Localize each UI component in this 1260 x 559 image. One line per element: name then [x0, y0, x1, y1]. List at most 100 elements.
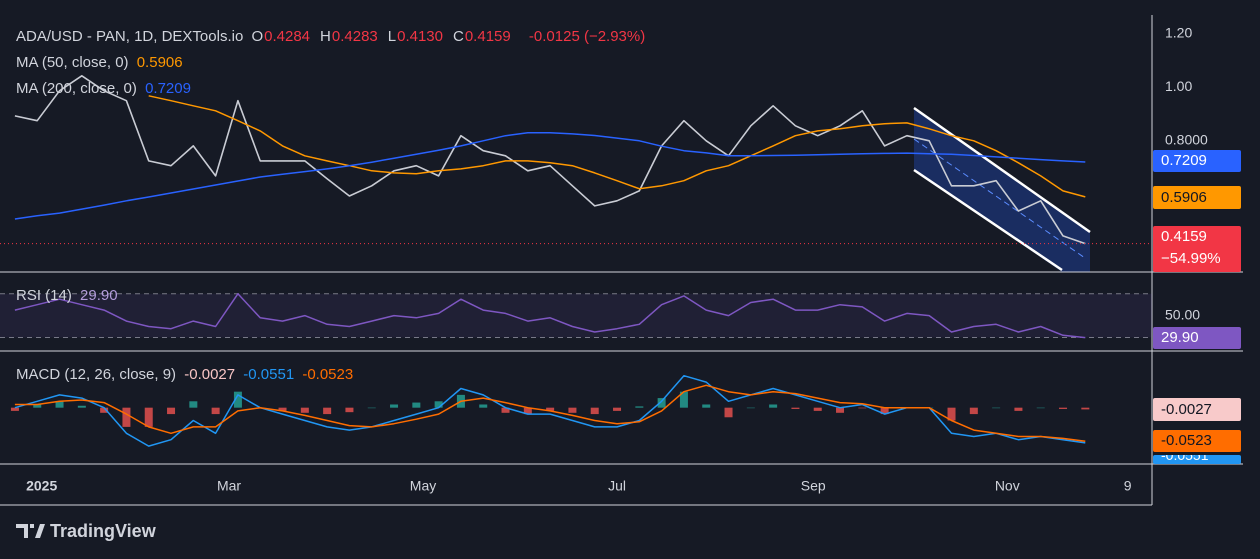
- x-tick-label: Jul: [608, 478, 626, 494]
- price-tag: 0.7209: [1153, 150, 1241, 172]
- legend-value: 0.5906: [136, 54, 183, 71]
- x-tick-label: 2025: [26, 478, 57, 494]
- histogram-bar: [1014, 407, 1023, 411]
- histogram-bar: [769, 404, 778, 408]
- histogram-bar: [568, 407, 577, 413]
- series-line: [14, 75, 1086, 245]
- macd-tag-text: -0.0551: [1161, 455, 1209, 463]
- rsi-tag: 29.90: [1153, 327, 1241, 349]
- histogram-bar: [434, 401, 443, 408]
- channel-top: [913, 106, 1091, 234]
- legend-value: -0.0027: [184, 366, 236, 383]
- x-tick-label: Mar: [217, 478, 241, 494]
- histogram-bar: [880, 407, 889, 415]
- x-tick-label: May: [410, 478, 436, 494]
- legend-value: -0.0523: [302, 366, 354, 383]
- series-line: [14, 132, 1086, 220]
- series-line: [14, 384, 1086, 442]
- change-pct: −54.99%: [1161, 250, 1221, 267]
- histogram-bar: [746, 407, 755, 409]
- brand: TradingView: [50, 521, 157, 541]
- histogram-bar: [724, 407, 733, 418]
- histogram-bar: [947, 407, 956, 421]
- x-tick-label: 9: [1124, 478, 1132, 494]
- histogram-bar: [100, 407, 109, 413]
- legend-ma50: MA (50, close, 0) 0.5906: [16, 54, 187, 71]
- histogram-bar: [791, 407, 800, 409]
- histogram-bar: [367, 407, 376, 409]
- histogram-bar: [10, 407, 19, 411]
- legend-ma200: MA (200, close, 0) 0.7209: [16, 80, 195, 97]
- histogram-bar: [390, 404, 399, 408]
- histogram-bar: [523, 407, 532, 415]
- legend-label: RSI (14): [16, 287, 72, 304]
- channel-mid: [913, 138, 1086, 259]
- histogram-bar: [189, 401, 198, 408]
- ohlc-label: O: [251, 28, 264, 45]
- histogram-bar: [479, 404, 488, 408]
- price-tag: 0.4159 −54.99%: [1153, 226, 1241, 272]
- histogram-bar: [233, 391, 242, 408]
- histogram-bar: [167, 407, 176, 415]
- histogram-bar: [1081, 407, 1090, 410]
- ohlc-value: 0.4159: [464, 28, 511, 45]
- histogram-bar: [33, 404, 42, 408]
- histogram-bar: [613, 407, 622, 411]
- y-tick-label: 1.00: [1165, 78, 1192, 94]
- histogram-bar: [858, 407, 867, 409]
- histogram-bar: [969, 407, 978, 415]
- legend-rsi: RSI (14) 29.90: [16, 287, 122, 304]
- symbol: ADA/USD - PAN, 1D, DEXTools.io: [16, 28, 244, 45]
- macd-tag: -0.0551: [1153, 455, 1241, 464]
- series-line: [14, 293, 1086, 339]
- histogram-bar: [55, 401, 64, 408]
- ohlc-label: H: [320, 28, 331, 45]
- legend-label: MA (50, close, 0): [16, 54, 129, 71]
- histogram-bar: [144, 407, 153, 427]
- ohlc-label: L: [387, 28, 397, 45]
- last-price: 0.4159: [1161, 228, 1207, 245]
- ohlc-label: C: [453, 28, 464, 45]
- legend-label: MACD (12, 26, close, 9): [16, 366, 177, 383]
- plots: 2025 Mar May Jul Sep Nov 9 0.8000 1.00 1.20 50.00: [0, 24, 1208, 494]
- histogram-bar: [278, 407, 287, 411]
- series-line: [148, 95, 1086, 198]
- histogram-bar: [345, 407, 354, 413]
- histogram-bar: [546, 407, 555, 411]
- histogram-bar: [992, 407, 1001, 409]
- change: -0.0125 (−2.93%): [528, 28, 646, 45]
- legend-macd: MACD (12, 26, close, 9) -0.0027 -0.0551 …: [16, 366, 357, 383]
- histogram-bar: [702, 404, 711, 408]
- histogram-bar: [657, 398, 666, 408]
- ohlc: O0.4284 H0.4283 L0.4130 C0.4159: [251, 28, 520, 45]
- y-tick-label: 0.8000: [1165, 132, 1208, 148]
- histogram-bar: [679, 391, 688, 408]
- histogram-bar: [590, 407, 599, 415]
- x-tick-label: Nov: [995, 478, 1020, 494]
- histogram-bar: [836, 407, 845, 413]
- level-band: [0, 293, 1152, 338]
- plot-frame: [0, 0, 1152, 1]
- brand-logo: TradingView: [16, 521, 157, 541]
- y-tick-label: 1.20: [1165, 24, 1192, 40]
- ohlc-value: 0.4284: [264, 28, 311, 45]
- legend-value: 29.90: [80, 287, 118, 304]
- y-tick-label: 50.00: [1165, 306, 1200, 322]
- header-price: ADA/USD - PAN, 1D, DEXTools.io O0.4284 H 0…: [16, 28, 649, 45]
- macd-tag: -0.0027: [1153, 398, 1241, 421]
- channel-bottom: [913, 168, 1063, 272]
- price-tag: 0.5906: [1153, 186, 1241, 209]
- histogram-bar: [501, 407, 510, 413]
- logo-mark: [16, 524, 45, 538]
- histogram-bar: [77, 405, 86, 408]
- legend-label: MA (200, close, 0): [16, 80, 137, 97]
- histogram-bar: [412, 402, 421, 408]
- histogram-bar: [323, 407, 332, 415]
- ohlc-value: 0.4130: [397, 28, 443, 45]
- histogram-bar: [1059, 407, 1068, 409]
- histogram-bar: [813, 407, 822, 411]
- histogram-bar: [122, 407, 131, 427]
- histogram-bar: [635, 406, 644, 408]
